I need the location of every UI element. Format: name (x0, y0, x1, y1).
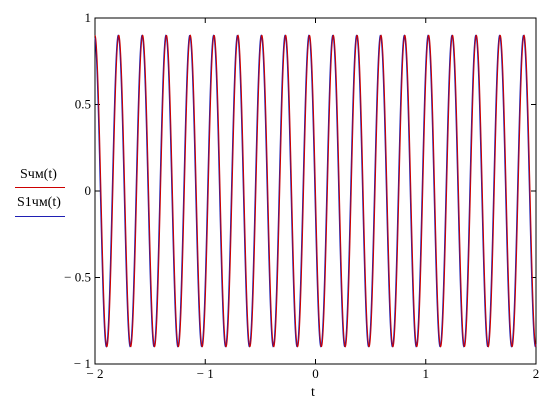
legend-swatch-series-1 (15, 187, 65, 188)
y-tick-label: 0.5 (75, 97, 91, 112)
series-line-1 (94, 34, 537, 348)
y-tick-label: 0 (85, 183, 92, 198)
x-tick-label: − 1 (197, 366, 214, 381)
tick-marks (94, 17, 537, 365)
x-tick-label: − 2 (86, 366, 103, 381)
series-line-2 (94, 34, 537, 348)
legend-label-series-1: Sчм(t) (20, 167, 57, 182)
y-tick-label: 1 (85, 10, 92, 25)
series-curves (94, 34, 537, 348)
legend-label-series-2: S1чм(t) (17, 195, 61, 210)
x-tick-label: 0 (312, 366, 319, 381)
x-axis-label: t (311, 385, 315, 400)
x-tick-label: 2 (533, 366, 540, 381)
x-tick-label: 1 (423, 366, 430, 381)
tick-labels: − 2− 1 0 1 210.50− 0.5− 1 (64, 10, 539, 381)
legend-swatch-series-2 (15, 216, 65, 217)
y-tick-label: − 1 (74, 356, 91, 371)
y-tick-label: − 0.5 (64, 270, 91, 285)
